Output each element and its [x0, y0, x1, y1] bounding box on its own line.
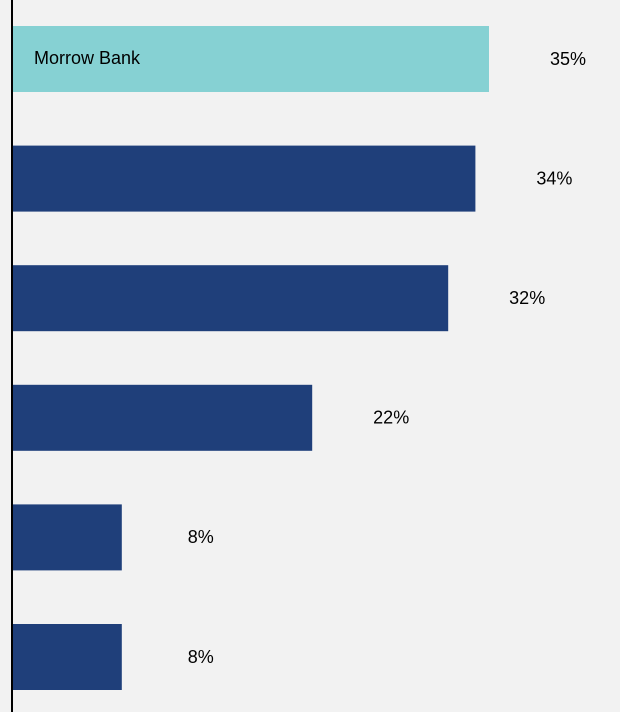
bar-value-label: 22%: [373, 408, 409, 428]
bar: [13, 504, 122, 571]
bar-category-label: Morrow Bank: [34, 48, 141, 68]
bar-value-label: 35%: [550, 49, 586, 69]
bar: [13, 624, 122, 690]
bar-value-label: 8%: [188, 647, 214, 667]
bar-highlight: [13, 26, 489, 92]
bar-value-label: 34%: [536, 168, 572, 188]
bar: [13, 265, 449, 332]
bar-value-label: 8%: [188, 527, 214, 547]
bar: [13, 384, 313, 451]
bar-value-label: 32%: [509, 288, 545, 308]
bar: [13, 145, 476, 212]
